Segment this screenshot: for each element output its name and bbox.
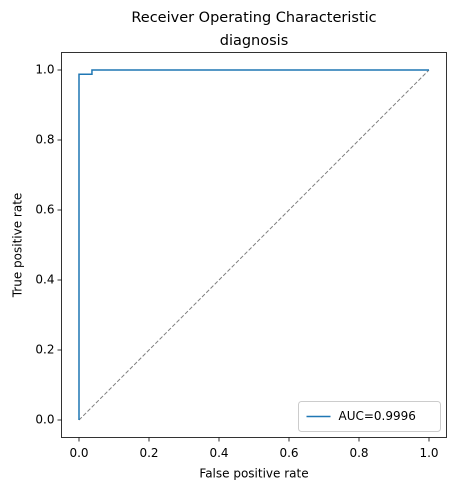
y-tick-label: 0.4 (35, 273, 54, 287)
y-axis-label: True positive rate (11, 193, 25, 299)
x-tick-label: 0.0 (69, 446, 88, 460)
legend-label: AUC=0.9996 (339, 409, 416, 423)
y-tick-label: 0.2 (35, 343, 54, 357)
plot-frame (61, 52, 447, 438)
chart-title: Receiver Operating Characteristic (131, 10, 376, 26)
x-tick-label: 0.4 (209, 446, 228, 460)
y-tick-label: 0.8 (35, 133, 54, 147)
legend-box (298, 401, 441, 432)
y-tick-label: 1.0 (35, 63, 54, 77)
y-tick-label: 0.6 (35, 203, 54, 217)
x-tick-label: 0.6 (279, 446, 298, 460)
x-tick-label: 0.8 (349, 446, 368, 460)
y-tick-label: 0.0 (35, 413, 54, 427)
reference-line (78, 69, 430, 421)
roc-line (78, 69, 429, 420)
chart-subtitle: diagnosis (220, 33, 289, 49)
x-tick-label: 0.2 (139, 446, 158, 460)
x-tick-label: 1.0 (419, 446, 438, 460)
x-axis-label: False positive rate (199, 467, 308, 481)
